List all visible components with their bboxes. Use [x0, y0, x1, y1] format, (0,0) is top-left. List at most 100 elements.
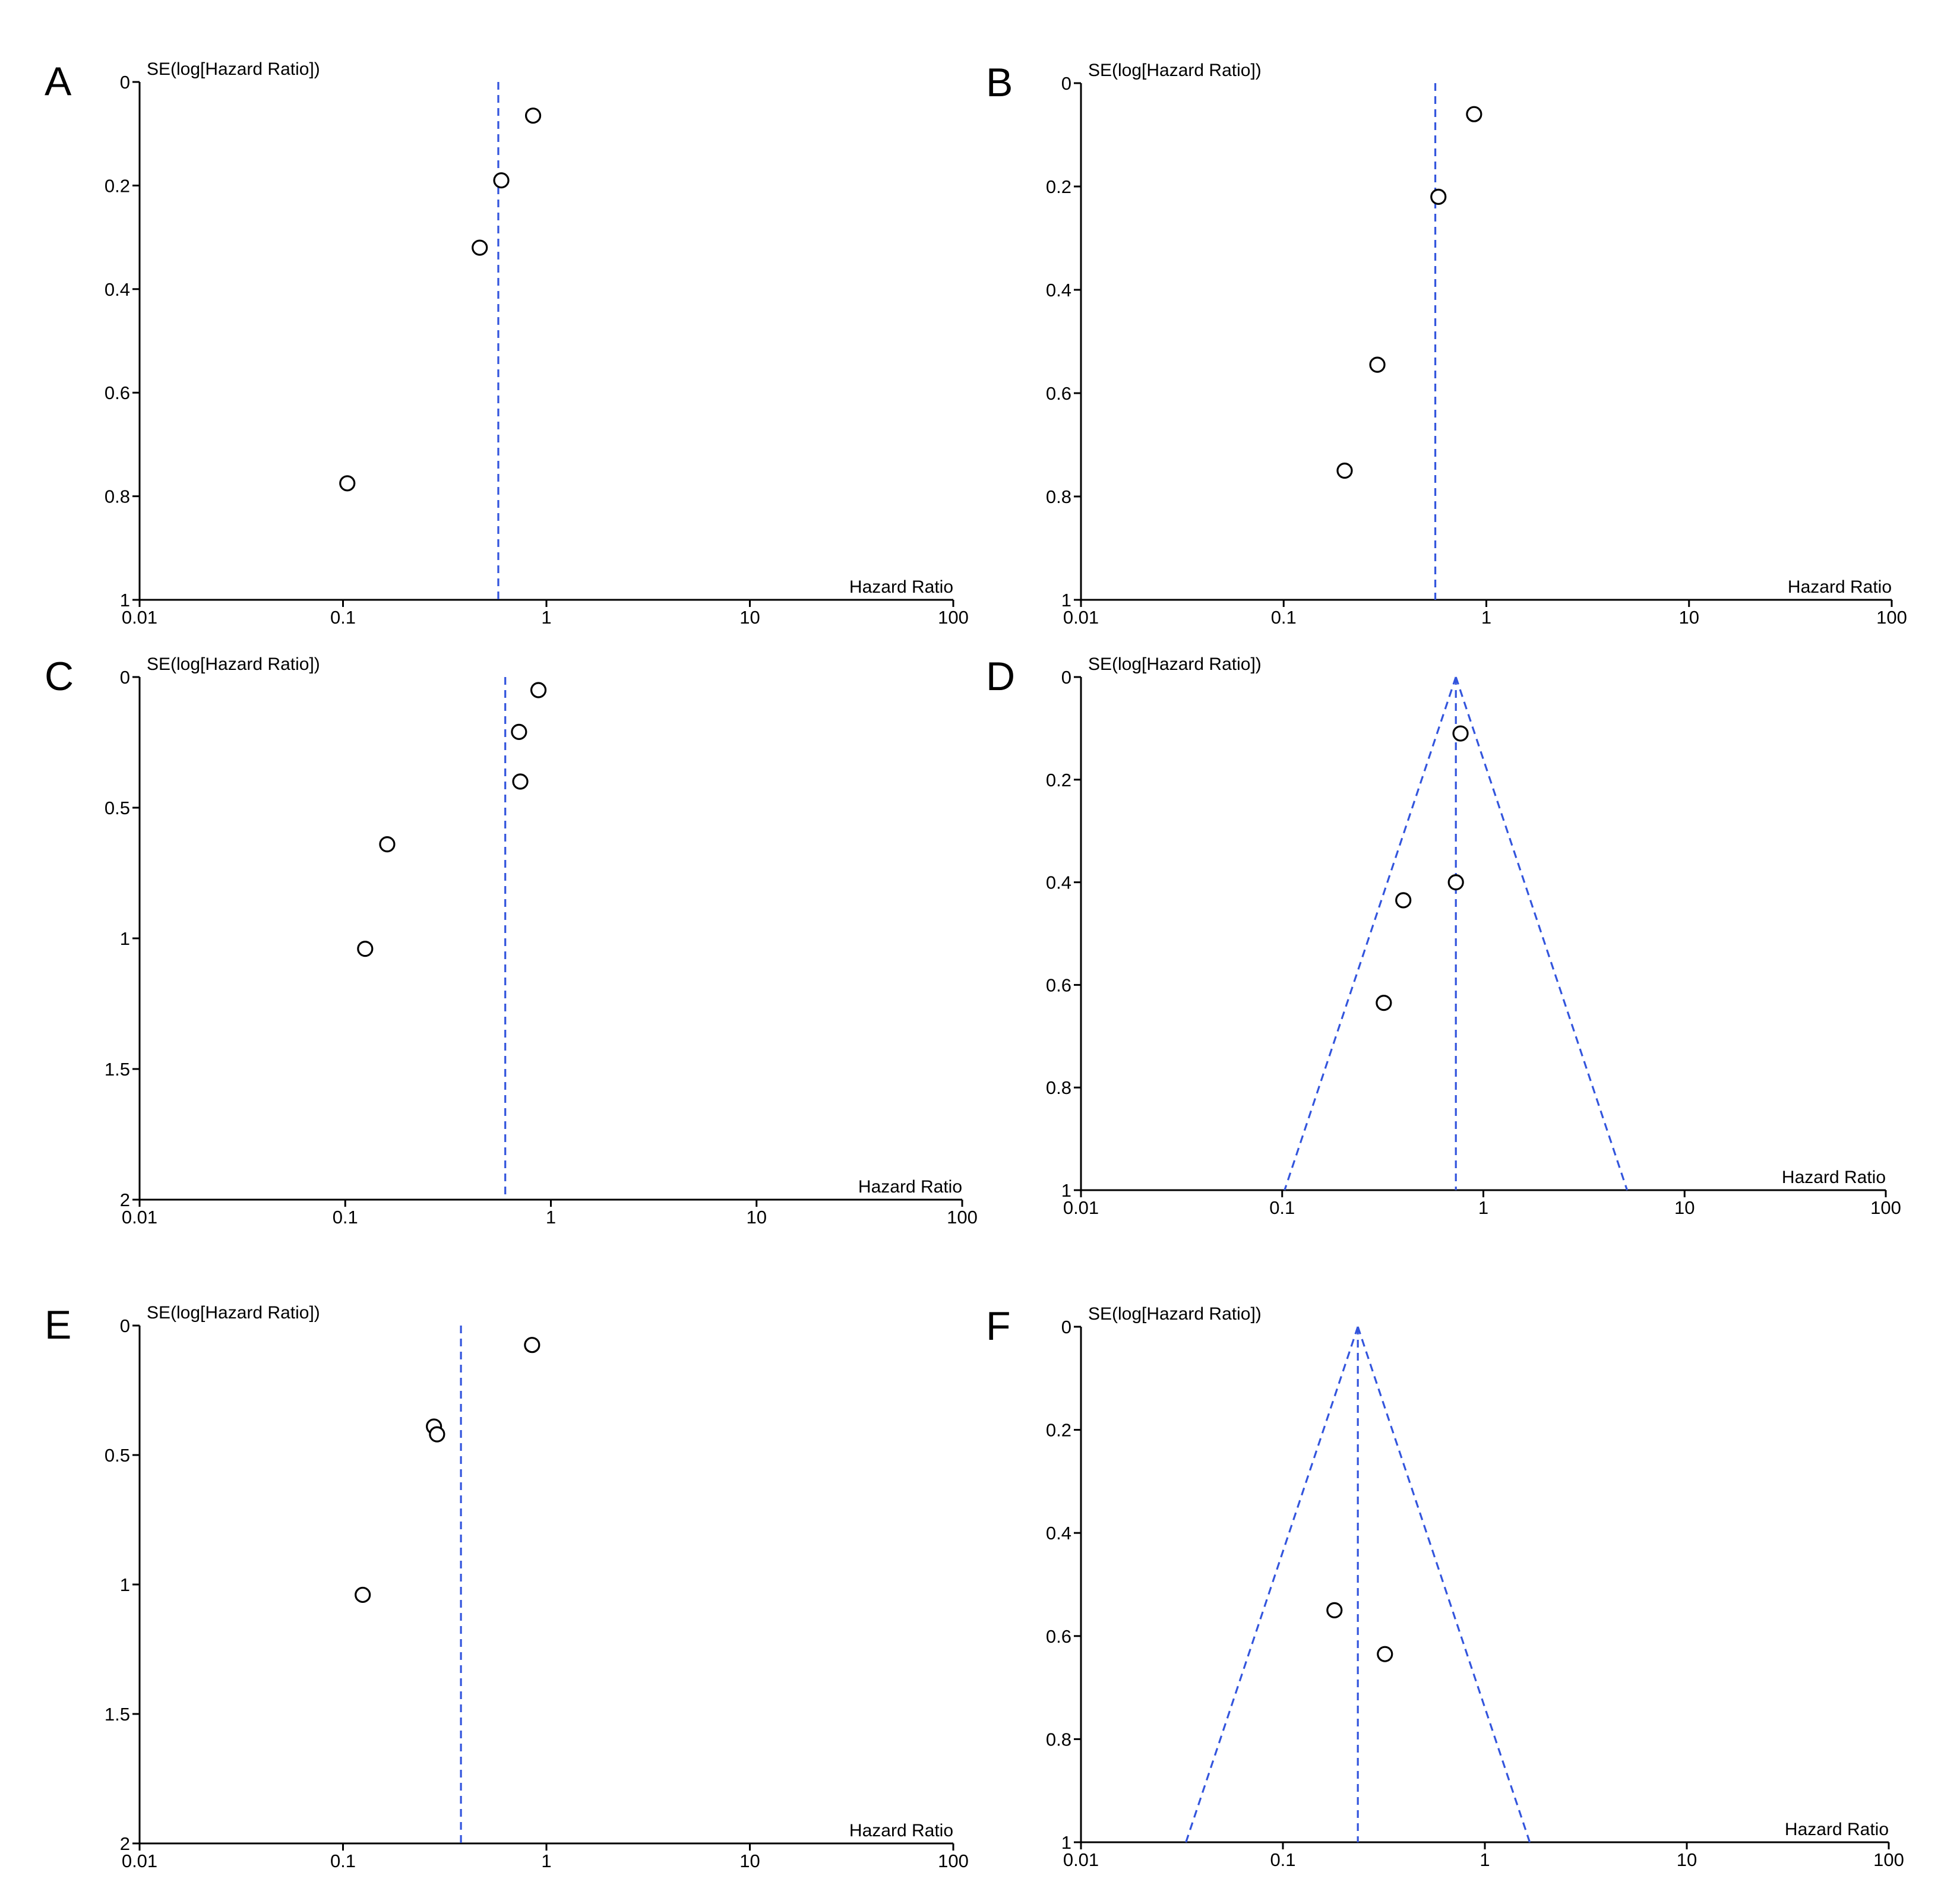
panel-b: B 00.20.40.60.810.01 0.1 1 10 100SE(log[Hazar…: [986, 60, 1907, 628]
x-axis-title: Hazard Ratio: [849, 1821, 953, 1840]
x-tick-label: 1: [541, 1851, 551, 1871]
y-tick-label: 0.8: [105, 486, 130, 507]
y-tick-label: 0.2: [1046, 770, 1071, 790]
y-tick-label: 1: [1061, 1832, 1071, 1853]
panel-e: E 0 0.5 1 1.5 20.01 0.1 1 10 100 SE(log[Hazard Rat…: [45, 1302, 969, 1871]
x-tick-label: 10: [739, 1851, 760, 1871]
x-tick-label: 100: [938, 607, 969, 628]
x-axis-title: Hazard Ratio: [1782, 1168, 1886, 1187]
x-axis-title: Hazard Ratio: [858, 1177, 962, 1197]
panel-letter: A: [45, 59, 72, 104]
y-tick-label: 1.5: [105, 1704, 130, 1725]
y-tick-label: 1: [1061, 590, 1071, 611]
x-tick-label: 0.01: [122, 607, 157, 628]
study-point: [429, 1426, 445, 1443]
study-point: [1326, 1602, 1343, 1618]
panel-letter: D: [986, 654, 1015, 699]
x-tick-label: 0.1: [330, 1851, 356, 1871]
x-tick-label: 0.01: [122, 1207, 157, 1228]
panel-letter: C: [45, 654, 74, 699]
study-point: [524, 107, 542, 124]
y-tick-label: 2: [120, 1190, 130, 1210]
x-tick-label: 0.01: [1063, 607, 1099, 628]
y-tick-label: 0.2: [1046, 1420, 1071, 1441]
y-tick-label: 0.2: [1046, 176, 1071, 197]
x-tick-label: 1: [1481, 607, 1491, 628]
y-tick-label: 0.6: [1046, 1626, 1071, 1647]
x-axis-title: Hazard Ratio: [849, 577, 953, 597]
funnel-left-limit: [1284, 676, 1457, 1191]
study-point: [1466, 106, 1482, 122]
panel-f: F 00.20.40.60.810.01 0.1 1 10 100SE(log[Hazar…: [986, 1304, 1904, 1870]
x-axis-title: Hazard Ratio: [1788, 577, 1892, 597]
y-tick-label: 0: [120, 1315, 130, 1336]
funnel-right-limit: [1455, 676, 1629, 1191]
x-tick-label: 100: [947, 1207, 978, 1228]
x-tick-label: 1: [1480, 1849, 1490, 1870]
y-tick-label: 0.6: [1046, 975, 1071, 995]
y-axis-title: SE(log[Hazard Ratio]): [1088, 1304, 1262, 1324]
y-axis-title: SE(log[Hazard Ratio]): [147, 59, 320, 79]
x-tick-label: 0.1: [333, 1207, 358, 1228]
study-point: [524, 1337, 540, 1353]
study-point: [1447, 874, 1464, 891]
y-tick-label: 0: [120, 667, 130, 688]
y-tick-label: 0.8: [1046, 1077, 1071, 1098]
y-tick-label: 0.8: [1046, 1729, 1071, 1750]
y-tick-label: 0: [1061, 73, 1071, 94]
panel-a: A 00.20.40.60.810.01 0.1 1 10 100SE(log[Hazar…: [45, 59, 969, 628]
study-point: [511, 723, 527, 741]
x-tick-label: 100: [1873, 1849, 1904, 1870]
y-tick-label: 0.4: [1046, 872, 1071, 893]
x-tick-label: 10: [747, 1207, 767, 1228]
y-tick-label: 0: [1061, 1317, 1071, 1337]
y-tick-label: 0: [120, 72, 130, 93]
x-tick-label: 0.01: [122, 1851, 157, 1871]
x-tick-label: 1: [1478, 1197, 1488, 1218]
study-point: [512, 773, 529, 790]
panel-letter: F: [986, 1304, 1011, 1349]
y-tick-label: 0.2: [105, 175, 130, 196]
study-point: [493, 172, 510, 189]
y-axis-title: SE(log[Hazard Ratio]): [1088, 654, 1262, 674]
y-axis-title: SE(log[Hazard Ratio]): [1088, 61, 1262, 80]
funnel-right-limit: [1357, 1326, 1531, 1843]
x-axis-title: Hazard Ratio: [1785, 1820, 1889, 1839]
y-tick-label: 0.4: [1046, 280, 1071, 301]
study-point: [1377, 1646, 1393, 1662]
y-tick-label: 1: [120, 590, 130, 611]
x-tick-label: 100: [1876, 607, 1907, 628]
y-tick-label: 0.8: [1046, 486, 1071, 507]
study-point: [379, 836, 396, 853]
x-tick-label: 100: [938, 1851, 969, 1871]
x-tick-label: 10: [1674, 1197, 1695, 1218]
study-point: [339, 475, 356, 492]
study-point: [472, 239, 488, 256]
y-tick-label: 1: [1061, 1180, 1071, 1201]
study-point: [1395, 892, 1412, 909]
y-tick-label: 0.5: [105, 1445, 130, 1466]
panel-d: D 00.20.40.60.810.01 0.1 1 10 100SE(log[Hazar…: [986, 654, 1901, 1218]
x-tick-label: 1: [546, 1207, 556, 1228]
panel-letter: B: [986, 60, 1013, 105]
x-tick-label: 10: [1679, 607, 1699, 628]
panel-letter: E: [45, 1302, 71, 1348]
x-tick-label: 0.01: [1063, 1197, 1099, 1218]
study-point: [357, 940, 374, 957]
y-tick-label: 1: [120, 1574, 130, 1595]
x-tick-label: 1: [541, 607, 551, 628]
x-tick-label: 0.1: [1271, 607, 1297, 628]
study-point: [1376, 995, 1392, 1011]
y-tick-label: 2: [120, 1833, 130, 1854]
y-tick-label: 0.4: [105, 279, 130, 300]
x-tick-label: 0.1: [1269, 1197, 1295, 1218]
panel-c: C 0 0.5 1 1.5 20.01 0.1 1 10 100 SE(log[Hazard Rat…: [45, 654, 978, 1228]
x-tick-label: 0.1: [330, 607, 356, 628]
x-tick-label: 0.1: [1270, 1849, 1295, 1870]
study-point: [1369, 356, 1386, 373]
x-tick-label: 100: [1870, 1197, 1901, 1218]
y-tick-label: 0.6: [1046, 383, 1071, 404]
x-tick-label: 0.01: [1063, 1849, 1099, 1870]
y-tick-label: 0.5: [105, 798, 130, 818]
